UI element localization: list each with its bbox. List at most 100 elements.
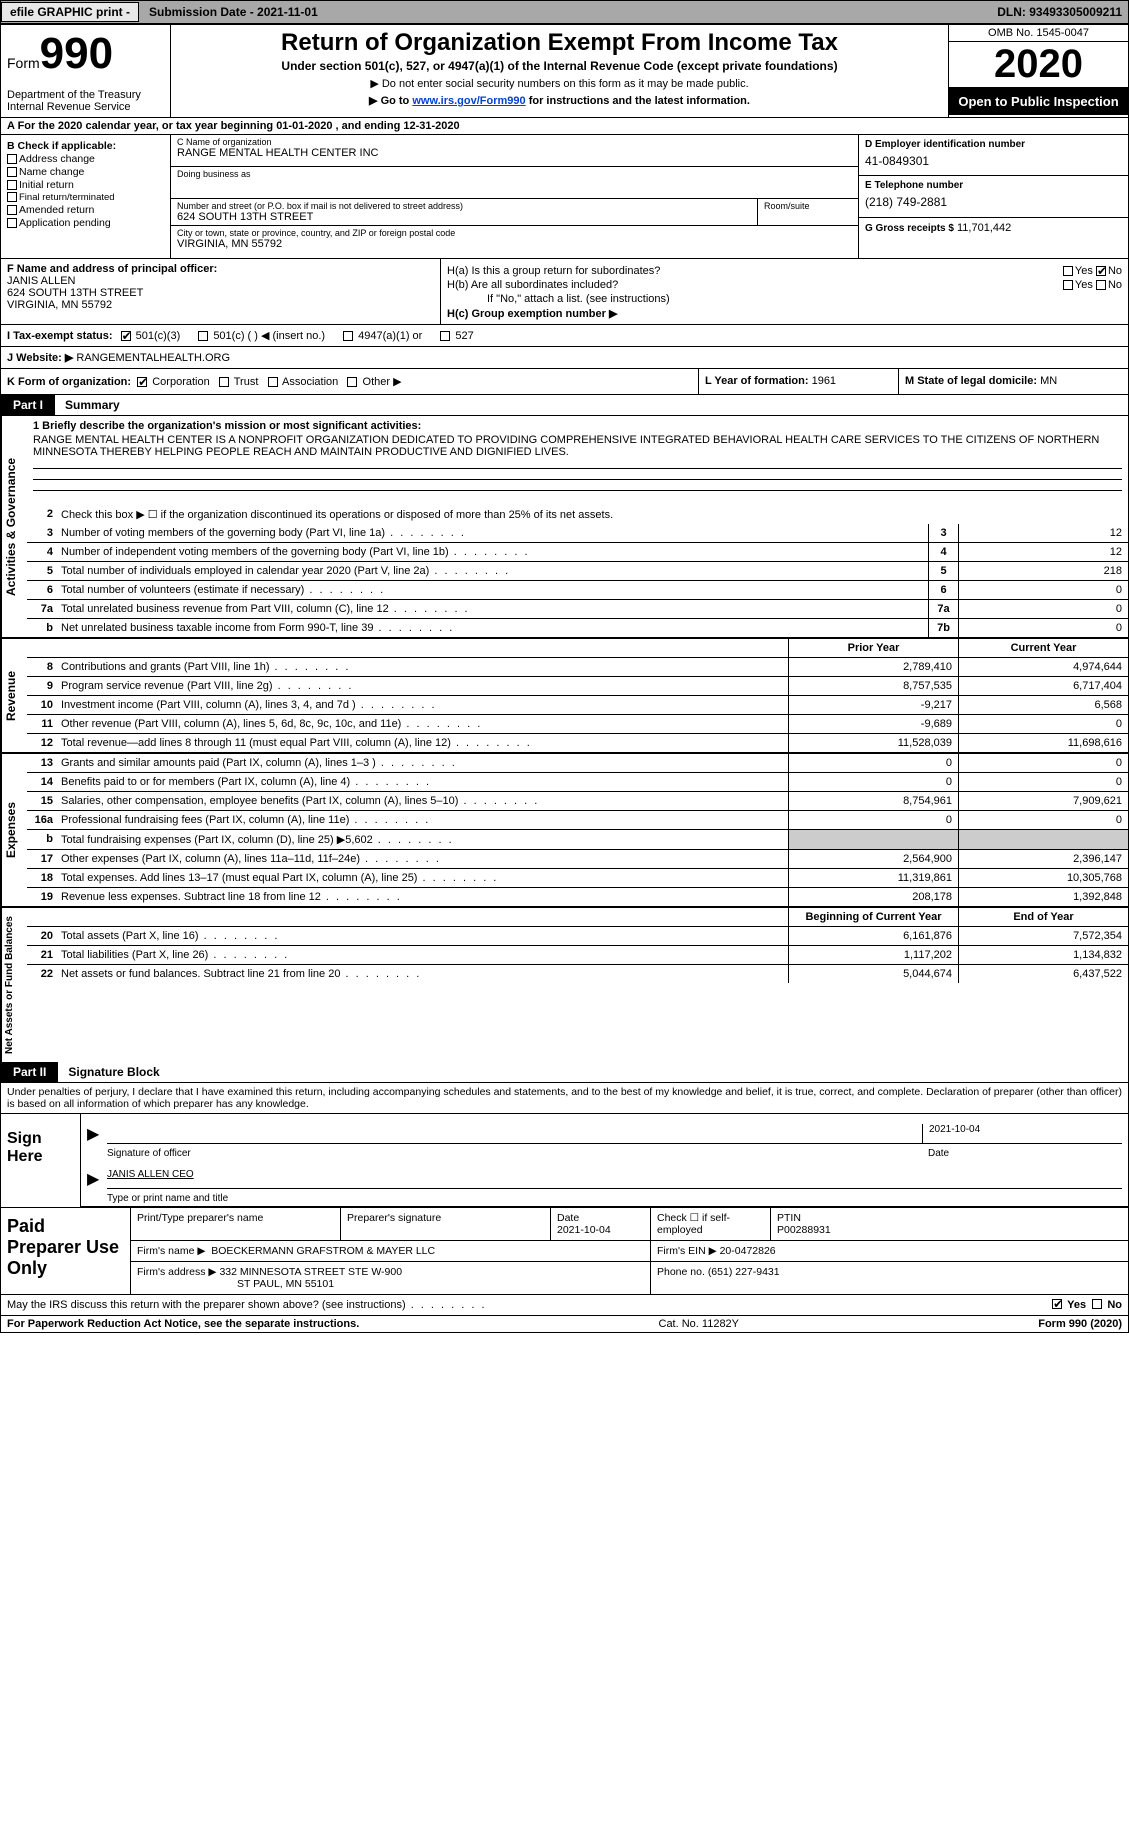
form-number: 990 (40, 29, 113, 78)
street-label: Number and street (or P.O. box if mail i… (177, 201, 751, 211)
firm-addr1: 332 MINNESOTA STREET STE W-900 (219, 1266, 402, 1278)
section-m: M State of legal domicile: MN (898, 369, 1128, 394)
hb-no[interactable] (1096, 280, 1106, 290)
instructions-link-line: ▶ Go to www.irs.gov/Form990 for instruct… (179, 94, 940, 107)
street: 624 SOUTH 13TH STREET (177, 211, 751, 223)
irs-discuss-no[interactable] (1092, 1299, 1102, 1309)
firm-addr2: ST PAUL, MN 55101 (237, 1278, 644, 1290)
section-b: B Check if applicable: Address change Na… (1, 135, 171, 258)
city: VIRGINIA, MN 55792 (177, 238, 852, 250)
org-other[interactable] (347, 377, 357, 387)
org-assoc[interactable] (268, 377, 278, 387)
phone-label: E Telephone number (865, 180, 1122, 191)
type-name-label: Type or print name and title (107, 1193, 1122, 1204)
hb-yes[interactable] (1063, 280, 1073, 290)
prep-name-hdr: Print/Type preparer's name (131, 1208, 341, 1240)
j-label: J Website: ▶ (7, 352, 73, 364)
paperwork-notice: For Paperwork Reduction Act Notice, see … (7, 1318, 359, 1330)
status-501c[interactable] (198, 331, 208, 341)
net-rows-line-22: 22Net assets or fund balances. Subtract … (27, 965, 1128, 983)
exp-rows-line-18: 18Total expenses. Add lines 13–17 (must … (27, 869, 1128, 888)
status-527[interactable] (440, 331, 450, 341)
check-initial-return[interactable]: Initial return (7, 179, 164, 191)
section-revenue: Revenue Prior Year Current Year 8Contrib… (1, 639, 1128, 754)
row-klm: K Form of organization: Corporation Trus… (1, 369, 1128, 395)
exp-rows-line-19: 19Revenue less expenses. Subtract line 1… (27, 888, 1128, 906)
officer-name: JANIS ALLEN (7, 275, 434, 287)
mission-text: RANGE MENTAL HEALTH CENTER IS A NONPROFI… (33, 434, 1122, 458)
gross-receipts: 11,701,442 (957, 222, 1011, 234)
rev-rows-line-11: 11Other revenue (Part VIII, column (A), … (27, 715, 1128, 734)
row-fgh: F Name and address of principal officer:… (1, 259, 1128, 325)
hc-label: H(c) Group exemption number ▶ (447, 307, 1122, 320)
part-2-header: Part II Signature Block (1, 1062, 1128, 1083)
check-final-return[interactable]: Final return/terminated (7, 192, 164, 203)
perjury-declaration: Under penalties of perjury, I declare th… (1, 1083, 1128, 1114)
org-name: RANGE MENTAL HEALTH CENTER INC (177, 147, 852, 159)
section-h: H(a) Is this a group return for subordin… (441, 259, 1128, 324)
irs-discuss-text: May the IRS discuss this return with the… (7, 1299, 1052, 1311)
section-d: D Employer identification number 41-0849… (858, 135, 1128, 258)
vlabel-governance: Activities & Governance (1, 416, 27, 637)
sig-date: 2021-10-04 (929, 1124, 1122, 1135)
current-year-hdr: Current Year (958, 639, 1128, 657)
part-2-num: Part II (1, 1062, 58, 1082)
ha-label: H(a) Is this a group return for subordin… (447, 265, 1063, 277)
check-amended[interactable]: Amended return (7, 204, 164, 216)
status-4947[interactable] (343, 331, 353, 341)
submission-date: Submission Date - 2021-11-01 (149, 5, 318, 19)
check-name-change[interactable]: Name change (7, 166, 164, 178)
gov-line-6: 6Total number of volunteers (estimate if… (27, 581, 1128, 600)
net-header: Beginning of Current Year End of Year (27, 908, 1128, 927)
tax-year: 2020 (949, 42, 1128, 88)
b-label: B Check if applicable: (7, 140, 164, 152)
gov-line-b: bNet unrelated business taxable income f… (27, 619, 1128, 637)
prior-year-hdr: Prior Year (788, 639, 958, 657)
revenue-header: Prior Year Current Year (27, 639, 1128, 658)
irs-link[interactable]: www.irs.gov/Form990 (412, 95, 525, 107)
dba-label: Doing business as (177, 169, 852, 179)
sign-here-label: Sign Here (1, 1114, 81, 1207)
irs-discuss-line: May the IRS discuss this return with the… (1, 1294, 1128, 1316)
section-c: C Name of organization RANGE MENTAL HEAL… (171, 135, 858, 258)
ptin-hdr: PTIN (777, 1212, 1122, 1224)
firm-ein: 20-0472826 (720, 1245, 776, 1257)
ha-no[interactable] (1096, 266, 1106, 276)
rev-rows-line-12: 12Total revenue—add lines 8 through 11 (… (27, 734, 1128, 752)
check-address-change[interactable]: Address change (7, 153, 164, 165)
efile-print-button[interactable]: efile GRAPHIC print - (1, 2, 139, 22)
ha-yes[interactable] (1063, 266, 1073, 276)
part-1-header: Part I Summary (1, 395, 1128, 416)
firm-phone-label: Phone no. (657, 1266, 705, 1278)
form-word: Form (7, 55, 40, 71)
org-corp[interactable] (137, 377, 147, 387)
state-domicile: MN (1040, 375, 1057, 387)
exp-rows-line-14: 14Benefits paid to or for members (Part … (27, 773, 1128, 792)
form-990: Form990 Department of the Treasury Inter… (0, 24, 1129, 1333)
public-inspection: Open to Public Inspection (949, 88, 1128, 115)
dln: DLN: 93493305009211 (997, 5, 1128, 19)
arrow-icon: ▶ (87, 1169, 107, 1189)
officer-name-title: JANIS ALLEN CEO (107, 1169, 1122, 1180)
room-label: Room/suite (764, 201, 852, 211)
line-2: 2 Check this box ▶ ☐ if the organization… (27, 505, 1128, 524)
header-title-block: Return of Organization Exempt From Incom… (171, 25, 948, 117)
firm-phone: (651) 227-9431 (708, 1266, 780, 1278)
org-trust[interactable] (219, 377, 229, 387)
prep-sig-hdr: Preparer's signature (341, 1208, 551, 1240)
irs-discuss-yes[interactable] (1052, 1299, 1062, 1309)
form-footer: For Paperwork Reduction Act Notice, see … (1, 1316, 1128, 1332)
firm-addr-label: Firm's address ▶ (137, 1266, 217, 1278)
firm-name-label: Firm's name ▶ (137, 1245, 205, 1257)
status-501c3[interactable] (121, 331, 131, 341)
row-i-tax-status: I Tax-exempt status: 501(c)(3) 501(c) ( … (1, 325, 1128, 347)
omb-number: OMB No. 1545-0047 (949, 25, 1128, 42)
ein-label: D Employer identification number (865, 139, 1122, 150)
gov-line-4: 4Number of independent voting members of… (27, 543, 1128, 562)
section-l: L Year of formation: 1961 (698, 369, 898, 394)
part-1-num: Part I (1, 395, 55, 415)
gov-line-7a: 7aTotal unrelated business revenue from … (27, 600, 1128, 619)
exp-rows-line-15: 15Salaries, other compensation, employee… (27, 792, 1128, 811)
sign-here-block: Sign Here ▶ 2021-10-04 Signature of offi… (1, 1114, 1128, 1207)
check-application-pending[interactable]: Application pending (7, 217, 164, 229)
